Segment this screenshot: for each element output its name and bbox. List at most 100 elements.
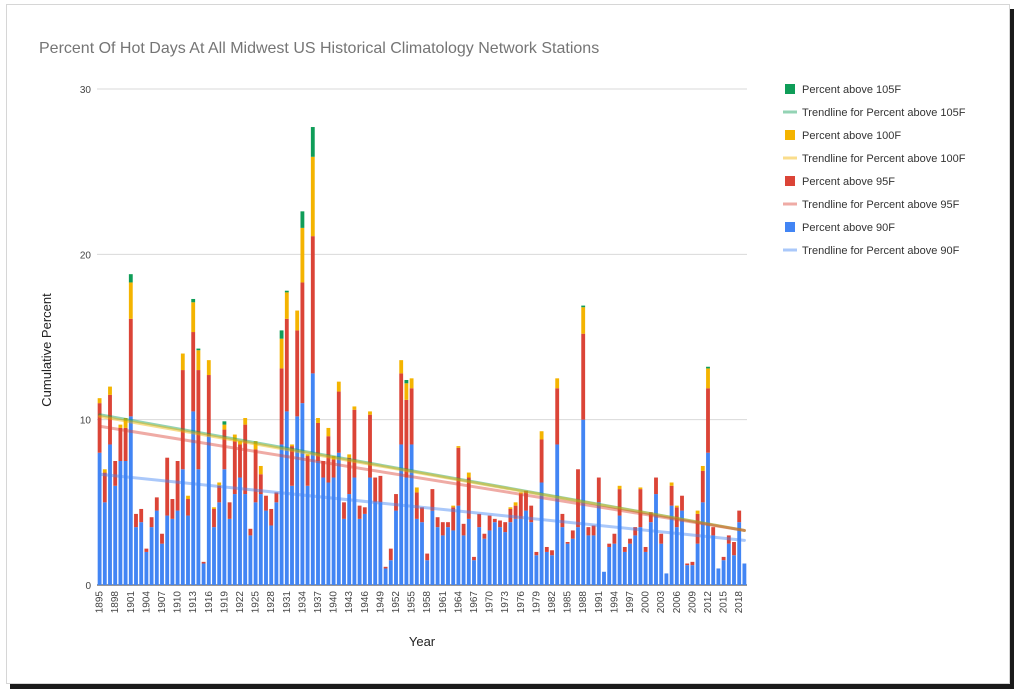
bar-1987-s0 (576, 527, 580, 585)
bar-2010-s1 (695, 513, 700, 544)
bar-2009-s0 (690, 565, 695, 585)
bar-1919-s2 (222, 424, 227, 430)
bar-1966-s1 (466, 477, 471, 519)
bar-1951-s1 (388, 548, 393, 561)
bar-2018-s1 (737, 510, 742, 523)
bar-1933-s1 (295, 330, 300, 417)
y-axis-title: Cumulative Percent (39, 293, 54, 407)
bar-1914-s1 (196, 370, 201, 470)
bar-2016-s1 (726, 535, 731, 544)
x-tick-1904: 1904 (141, 591, 152, 614)
bar-1990-s1 (591, 525, 596, 536)
bar-1930-s2 (279, 338, 284, 369)
bar-1965-s0 (461, 535, 466, 585)
x-tick-1898: 1898 (110, 591, 121, 614)
bar-1968-s0 (477, 527, 482, 585)
bar-1961-s1 (440, 522, 445, 536)
trendline-3 (98, 472, 746, 542)
bar-1975-s2 (513, 502, 518, 506)
bar-1946-s0 (362, 513, 367, 585)
bar-2007-s0 (680, 510, 684, 585)
x-tick-2009: 2009 (687, 591, 698, 614)
bar-1954-s0 (404, 477, 409, 585)
bar-1942-s0 (342, 518, 346, 585)
bar-1901-s0 (128, 416, 133, 585)
bar-1956-s2 (414, 487, 419, 493)
bar-2005-s0 (669, 505, 674, 585)
bar-1969-s0 (482, 538, 487, 585)
bar-1963-s0 (451, 530, 456, 585)
bar-1896-s1 (102, 472, 107, 503)
bar-1912-s0 (186, 515, 190, 585)
bar-1986-s1 (570, 530, 575, 539)
bar-1999-s0 (638, 527, 643, 585)
bar-1917-s0 (212, 527, 216, 585)
x-tick-1988: 1988 (578, 591, 589, 614)
bar-1933-s0 (295, 416, 300, 585)
bar-1921-s1 (232, 441, 237, 495)
bar-1971-s0 (492, 522, 497, 585)
x-tick-1955: 1955 (407, 591, 418, 614)
bar-1950-s1 (383, 566, 388, 569)
bar-1990-s0 (591, 535, 596, 585)
bar-1899-s2 (118, 424, 123, 428)
bar-2002-s1 (654, 477, 658, 495)
bar-1920-s1 (227, 502, 232, 519)
x-tick-1895: 1895 (95, 591, 106, 614)
bar-1905-s1 (149, 517, 154, 528)
bar-1942-s1 (342, 502, 346, 519)
bar-1983-s2 (555, 378, 560, 389)
bar-1903-s0 (139, 522, 144, 585)
x-tick-1922: 1922 (235, 591, 246, 614)
bar-1934-s0 (300, 403, 305, 585)
bar-1931-s3 (284, 290, 289, 293)
bar-1932-s0 (290, 485, 294, 585)
legend-label-5: Trendline for Percent above 95F (802, 199, 960, 211)
bar-1962-s1 (446, 522, 450, 528)
bar-1950-s0 (383, 568, 388, 585)
bar-1901-s3 (128, 274, 133, 283)
bar-1987-s1 (576, 469, 580, 528)
bar-1997-s1 (628, 538, 632, 544)
bar-2009-s1 (690, 561, 695, 566)
bar-1928-s0 (269, 525, 274, 585)
chart-title: Percent Of Hot Days At All Midwest US Hi… (39, 40, 599, 57)
bar-1903-s1 (139, 508, 144, 523)
x-tick-labels: 1895 1898 1901 1904 1907 1910 1913 1916 1919 1922… (95, 591, 746, 614)
x-tick-1901: 1901 (126, 591, 137, 614)
x-tick-1934: 1934 (297, 591, 308, 614)
x-tick-1997: 1997 (625, 591, 636, 614)
bar-1984-s1 (560, 513, 565, 528)
bar-1954-s2 (404, 383, 409, 400)
bar-1965-s1 (461, 523, 466, 536)
bar-1941-s2 (336, 381, 341, 392)
bar-1943-s1 (347, 457, 352, 495)
legend-label-6: Percent above 90F (802, 222, 895, 234)
bar-1959-s0 (430, 510, 435, 585)
legend-label-2: Percent above 100F (802, 130, 901, 142)
x-tick-1952: 1952 (391, 591, 402, 614)
bar-1934-s3 (300, 211, 305, 228)
x-tick-1907: 1907 (157, 591, 168, 614)
y-tick-10: 10 (80, 416, 92, 427)
bar-1930-s1 (279, 368, 284, 445)
bar-1955-s0 (409, 444, 414, 585)
bar-2011-s1 (700, 470, 705, 503)
bar-1949-s1 (378, 475, 383, 503)
bar-2001-s1 (648, 512, 653, 523)
trendlines-layer (98, 413, 746, 542)
bar-1906-s1 (154, 497, 159, 511)
bar-2001-s0 (648, 522, 653, 585)
bar-1944-s2 (352, 406, 357, 410)
bar-1971-s1 (492, 518, 497, 523)
bar-2003-s1 (659, 533, 664, 544)
bar-1949-s0 (378, 502, 383, 585)
bar-1916-s2 (206, 360, 211, 376)
y-tick-labels: 0 10 20 30 (80, 85, 92, 592)
bar-1907-s0 (160, 543, 164, 585)
bar-1919-s3 (222, 421, 227, 425)
bar-1964-s1 (456, 447, 461, 506)
bar-1975-s1 (513, 505, 518, 519)
x-tick-1982: 1982 (547, 591, 558, 614)
trendline-2 (98, 424, 746, 532)
